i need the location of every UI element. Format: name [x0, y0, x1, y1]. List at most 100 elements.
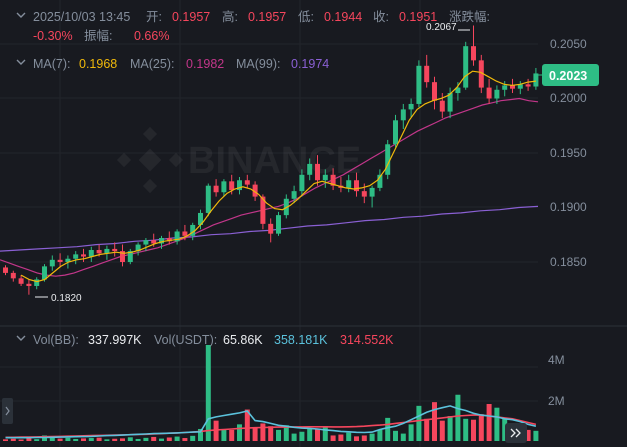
- volume-bar-down: [354, 436, 359, 441]
- candle-up: [143, 240, 149, 245]
- change-label: 涨跌幅:: [449, 9, 490, 24]
- candle-up: [174, 231, 180, 242]
- open-value: 0.1957: [172, 10, 210, 24]
- candle-down: [120, 251, 125, 262]
- volume-bar-down: [244, 409, 250, 441]
- volume-bar-up: [463, 418, 469, 441]
- price-tick-label: 0.2000: [550, 91, 587, 105]
- volume-bar-down: [120, 438, 125, 441]
- ma7-value: 0.1968: [79, 57, 117, 71]
- candle-up: [221, 181, 227, 193]
- volume-bar-up: [237, 424, 242, 441]
- candle-down: [112, 248, 118, 252]
- volume-bar-down: [18, 439, 24, 441]
- candle-down: [182, 231, 188, 236]
- volume-ma-a-line: [5, 405, 537, 439]
- collapse-ma-button[interactable]: [16, 59, 26, 65]
- candle-down: [354, 180, 359, 192]
- candle-up: [159, 238, 164, 244]
- volume-bar-up: [455, 394, 461, 441]
- last-price-value: 0.2023: [549, 69, 587, 83]
- ma99-value: 0.1974: [291, 57, 329, 71]
- last-price-tag: 0.2023: [542, 64, 599, 86]
- vol-ma-a-value: 358.181K: [274, 333, 328, 347]
- candle-up: [385, 144, 391, 175]
- candle-up: [135, 244, 141, 252]
- volume-bar-up: [447, 416, 453, 441]
- volume-bar-down: [151, 436, 157, 441]
- candle-down: [57, 259, 63, 262]
- volume-bar-up: [533, 430, 539, 441]
- volume-bar-up: [299, 431, 305, 441]
- vol-ma-b-value: 314.552K: [340, 333, 394, 347]
- open-label: 开:: [146, 10, 162, 24]
- volume-bar-up: [276, 429, 281, 441]
- volume-bar-up: [346, 432, 352, 441]
- volume-bar-down: [182, 438, 188, 441]
- volume-bar-up: [73, 438, 79, 441]
- price-tick-label: 0.1900: [550, 200, 587, 214]
- ma25-layer: [0, 97, 539, 277]
- candle-up: [65, 258, 71, 262]
- volume-bar-up: [198, 428, 203, 441]
- volume-bar-down: [268, 426, 274, 441]
- volume-bar-up: [494, 407, 500, 441]
- volume-bar-up: [159, 438, 164, 441]
- volume-tick-label: 4M: [548, 353, 565, 367]
- candle-down: [244, 180, 250, 185]
- candle-up: [533, 73, 539, 87]
- scroll-left-handle[interactable]: [2, 398, 13, 424]
- candle-up: [393, 120, 398, 145]
- candle-down: [96, 250, 102, 254]
- ma7-label: MA(7):: [33, 57, 71, 71]
- vol-bb-label: Vol(BB):: [33, 333, 79, 347]
- candle-up: [127, 251, 133, 262]
- volume-bar-down: [260, 423, 266, 441]
- volume-bar-up: [135, 438, 141, 441]
- scroll-to-latest-button[interactable]: [505, 423, 527, 443]
- ma-legend: MA(7): 0.1968 MA(25): 0.1982 MA(99): 0.1…: [16, 57, 329, 71]
- volume-bar-down: [229, 429, 235, 441]
- price-tick-label: 0.1850: [550, 255, 587, 269]
- low-price-annotation: 0.1820: [35, 293, 82, 304]
- volume-bar-down: [166, 437, 172, 441]
- volume-bar-down: [439, 420, 445, 441]
- chevron-down-icon: [16, 59, 26, 65]
- close-label: 收:: [373, 10, 389, 24]
- volume-bar-down: [252, 428, 258, 441]
- volume-bar-up: [393, 430, 398, 441]
- candle-down: [252, 184, 258, 197]
- candle-up: [502, 85, 508, 90]
- volume-bar-up: [291, 433, 297, 441]
- candle-down: [525, 84, 531, 87]
- candle-up: [49, 259, 55, 267]
- candle-down: [151, 240, 157, 244]
- collapse-header-button[interactable]: [16, 12, 26, 18]
- candle-down: [166, 238, 172, 242]
- volume-bar-down: [525, 429, 531, 441]
- volume-legend: Vol(BB): 337.997K Vol(USDT): 65.86K 358.…: [16, 333, 394, 347]
- amplitude-value: 0.66%: [134, 29, 169, 43]
- candle-up: [447, 93, 453, 112]
- high-label: 高:: [222, 9, 238, 24]
- candle-down: [213, 185, 219, 193]
- collapse-volume-button[interactable]: [16, 335, 26, 341]
- candle-down: [361, 191, 367, 197]
- ma25-label: MA(25):: [130, 57, 174, 71]
- volume-bar-down: [3, 439, 8, 441]
- candle-datetime: 2025/10/03 13:45: [33, 10, 130, 24]
- volume-bar-down: [338, 434, 344, 441]
- volume-ma-layer: [5, 405, 537, 439]
- candle-up: [73, 254, 79, 259]
- amplitude-label: 振幅:: [84, 28, 112, 43]
- volume-bar-down: [486, 404, 492, 441]
- volume-bar-up: [143, 437, 149, 441]
- low-label: 低:: [298, 10, 314, 24]
- candle-up: [322, 174, 328, 181]
- candle-down: [18, 278, 24, 284]
- candle-down: [330, 174, 336, 186]
- candle-up: [205, 185, 211, 213]
- volume-axis: 4M 2M: [548, 353, 565, 408]
- candle-down: [260, 196, 266, 224]
